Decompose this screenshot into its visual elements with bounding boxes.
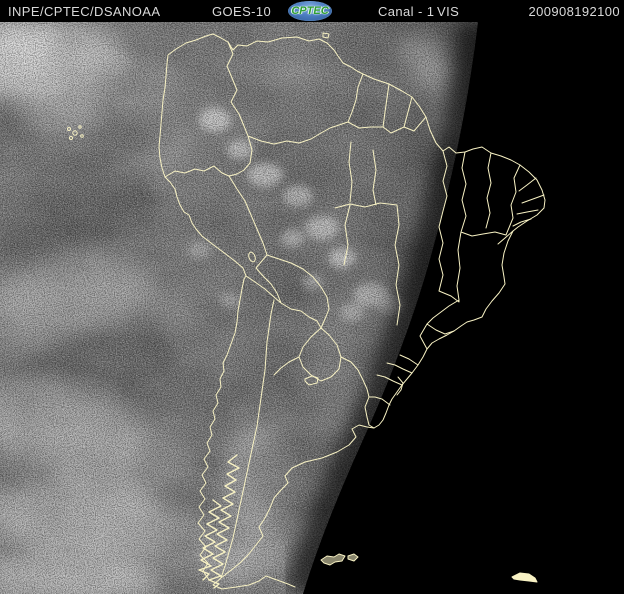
trinidad-island (322, 32, 330, 39)
satellite-map-canvas (0, 22, 624, 594)
galapagos-islands (80, 134, 84, 138)
satellite-imagery (0, 22, 624, 594)
cptec-logo: CPTEC (288, 1, 332, 21)
cptec-logo-text: CPTEC (291, 5, 329, 17)
channel-type-label: VIS (437, 4, 460, 19)
night-region (303, 22, 624, 594)
falkland-islands-west (320, 553, 346, 566)
lagoon-outline (304, 375, 319, 386)
noaa-label: NOAA (122, 4, 161, 19)
island-outlines (67, 32, 538, 583)
agency-label: INPE/CPTEC/DSA (8, 4, 122, 19)
lake-titicaca (248, 251, 256, 263)
falkland-islands-east (347, 553, 359, 562)
country-borders (164, 41, 427, 579)
title-bar: INPE/CPTEC/DSA NOAA GOES-10 CPTEC Canal … (0, 0, 624, 22)
galapagos-islands (78, 125, 82, 129)
galapagos-islands (72, 130, 78, 136)
timestamp-label: 200908192100 (528, 4, 620, 19)
state-borders (334, 141, 545, 396)
satellite-label: GOES-10 (212, 4, 272, 19)
map-borders (67, 32, 546, 590)
fjord-coastline (198, 454, 240, 589)
south-georgia-island (511, 572, 538, 583)
channel-label: Canal - 1 (378, 4, 435, 19)
galapagos-islands (67, 127, 71, 131)
coastline (158, 33, 546, 590)
galapagos-islands (69, 136, 73, 140)
